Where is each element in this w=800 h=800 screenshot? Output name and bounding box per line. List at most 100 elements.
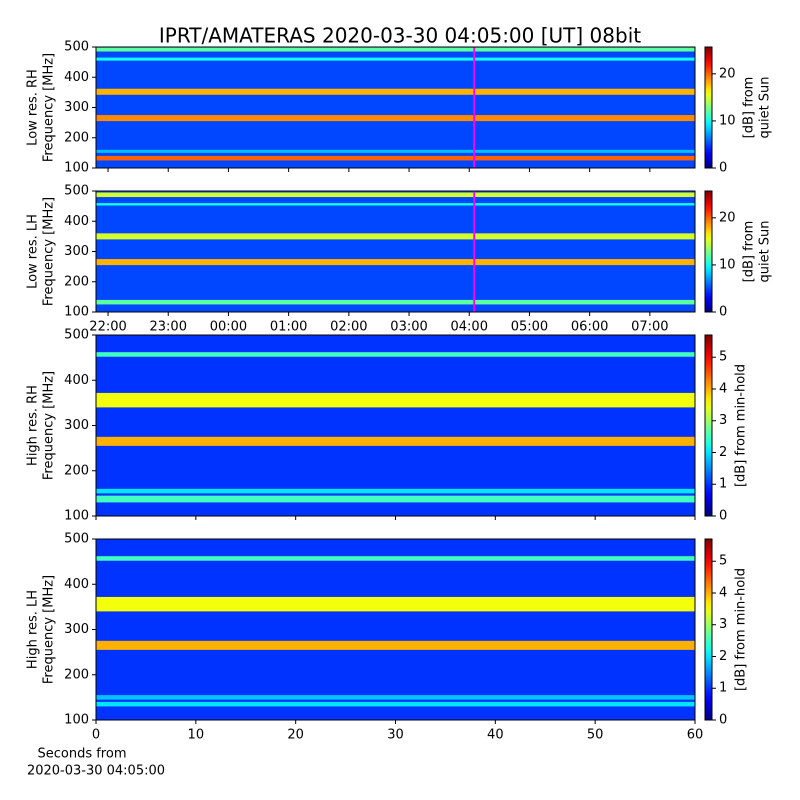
- heatmap-band: [96, 299, 695, 305]
- colorbar-tick-label: 0: [719, 305, 727, 320]
- x-tick-label: 04:00: [451, 320, 488, 335]
- heatmap-band: [96, 596, 695, 612]
- heatmap-band: [96, 192, 695, 198]
- y-axis-label: Frequency [MHz]: [42, 371, 57, 480]
- heatmap-band: [96, 57, 695, 61]
- x-tick-label: 06:00: [571, 320, 608, 335]
- x-tick-label: 03:00: [390, 320, 427, 335]
- heatmap-band: [96, 392, 695, 408]
- colorbar-tick-label: 1: [719, 681, 727, 696]
- heatmap-band: [96, 233, 695, 240]
- heatmap-band: [96, 436, 695, 446]
- colorbar-tick-label: 4: [719, 381, 727, 396]
- y-tick-label: 100: [64, 713, 89, 728]
- colorbar-tick-label: 3: [719, 413, 727, 428]
- x-tick-label: 40: [487, 728, 504, 743]
- y-tick-label: 300: [64, 418, 89, 433]
- y-tick-label: 100: [64, 509, 89, 524]
- y-tick-label: 200: [64, 130, 89, 145]
- x-tick-label: 10: [188, 728, 205, 743]
- y-tick-label: 200: [64, 463, 89, 478]
- y-axis-label: Frequency [MHz]: [42, 575, 57, 684]
- colorbar-tick-label: 0: [719, 713, 727, 728]
- heatmap-band: [96, 495, 695, 503]
- colorbar-label: quiet Sun: [758, 76, 773, 138]
- y-axis-label: High res. LH: [26, 590, 41, 669]
- heatmap-background: [96, 335, 695, 516]
- colorbar-label: [dB] from: [742, 77, 757, 139]
- colorbar-tick-label: 20: [719, 66, 736, 81]
- colorbar-tick-label: 0: [719, 161, 727, 176]
- heatmap-band: [96, 47, 695, 52]
- y-tick-label: 400: [64, 214, 89, 229]
- heatmap-background: [96, 47, 695, 168]
- x-tick-label: 0: [92, 728, 100, 743]
- y-axis-label: Frequency [MHz]: [42, 53, 57, 162]
- heatmap-band: [96, 259, 695, 266]
- heatmap-band: [96, 115, 695, 122]
- x-tick-label: 20: [287, 728, 304, 743]
- y-axis-label: Low res. LH: [26, 214, 41, 289]
- colorbar-tick-label: 0: [719, 509, 727, 524]
- x-tick-label: 05:00: [511, 320, 548, 335]
- y-tick-label: 300: [64, 622, 89, 637]
- colorbar: [704, 538, 713, 721]
- y-tick-label: 400: [64, 70, 89, 85]
- x-tick-label: 23:00: [150, 320, 187, 335]
- x-tick-label: 30: [387, 728, 404, 743]
- y-tick-label: 300: [64, 100, 89, 115]
- colorbar-tick-label: 5: [719, 554, 727, 569]
- heatmap-band: [96, 352, 695, 357]
- colorbar-tick-label: 10: [719, 113, 736, 128]
- heatmap-band: [96, 701, 695, 707]
- colorbar: [704, 190, 713, 313]
- heatmap-background: [96, 191, 695, 312]
- y-tick-label: 300: [64, 244, 89, 259]
- y-tick-label: 500: [64, 40, 89, 55]
- heatmap-band: [96, 155, 695, 161]
- colorbar: [704, 46, 713, 169]
- colorbar-tick-label: 3: [719, 617, 727, 632]
- x-tick-label: 60: [687, 728, 704, 743]
- colorbar-label: [dB] from min-hold: [734, 364, 749, 487]
- colorbar-label: [dB] from min-hold: [734, 568, 749, 691]
- x-tick-label: 01:00: [270, 320, 307, 335]
- heatmap-band: [96, 488, 695, 494]
- colorbar-label: [dB] from: [742, 221, 757, 283]
- colorbar: [704, 334, 713, 517]
- y-tick-label: 200: [64, 274, 89, 289]
- heatmap-background: [96, 539, 695, 720]
- x-tick-label: 02:00: [330, 320, 367, 335]
- y-tick-label: 100: [64, 161, 89, 176]
- colorbar-tick-label: 20: [719, 210, 736, 225]
- y-tick-label: 200: [64, 667, 89, 682]
- heatmap-band: [96, 149, 695, 153]
- heatmap-band: [96, 556, 695, 561]
- x-tick-label: 07:00: [631, 320, 668, 335]
- heatmap-band: [96, 203, 695, 206]
- x-axis-label: Seconds from: [37, 747, 126, 762]
- y-tick-label: 400: [64, 577, 89, 592]
- y-tick-label: 500: [64, 328, 89, 343]
- x-tick-label: 22:00: [89, 320, 126, 335]
- colorbar-tick-label: 4: [719, 585, 727, 600]
- colorbar-tick-label: 1: [719, 477, 727, 492]
- y-axis-label: High res. RH: [26, 385, 41, 466]
- heatmap-band: [96, 88, 695, 95]
- y-tick-label: 400: [64, 373, 89, 388]
- y-axis-label: Frequency [MHz]: [42, 197, 57, 306]
- y-tick-label: 500: [64, 184, 89, 199]
- colorbar-tick-label: 10: [719, 257, 736, 272]
- x-tick-label: 50: [587, 728, 604, 743]
- colorbar-tick-label: 2: [719, 445, 727, 460]
- heatmap-band: [96, 640, 695, 650]
- x-tick-label: 00:00: [210, 320, 247, 335]
- colorbar-label: quiet Sun: [758, 220, 773, 282]
- colorbar-tick-label: 2: [719, 649, 727, 664]
- figure-title: IPRT/AMATERAS 2020-03-30 04:05:00 [UT] 0…: [159, 24, 641, 48]
- colorbar-tick-label: 5: [719, 350, 727, 365]
- y-axis-label: Low res. RH: [26, 69, 41, 146]
- y-tick-label: 100: [64, 305, 89, 320]
- heatmap-band: [96, 695, 695, 700]
